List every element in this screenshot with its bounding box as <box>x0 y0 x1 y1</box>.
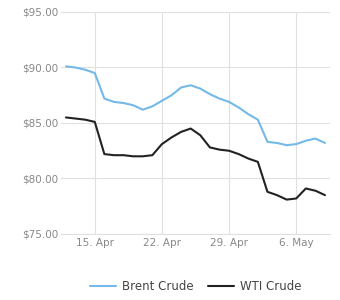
WTI Crude <box>121 153 125 157</box>
Brent Crude <box>121 101 125 105</box>
Brent Crude <box>285 143 289 147</box>
WTI Crude <box>112 153 116 157</box>
WTI Crude <box>246 157 250 160</box>
Brent Crude <box>218 97 222 101</box>
WTI Crude <box>218 148 222 152</box>
Brent Crude <box>83 68 87 71</box>
Brent Crude <box>266 140 270 144</box>
WTI Crude <box>102 152 106 156</box>
WTI Crude <box>266 190 270 194</box>
Brent Crude <box>64 64 68 68</box>
Brent Crude <box>169 93 173 97</box>
WTI Crude <box>285 198 289 201</box>
Line: Brent Crude: Brent Crude <box>66 66 325 145</box>
WTI Crude <box>131 154 135 158</box>
WTI Crude <box>64 116 68 119</box>
Brent Crude <box>275 141 279 145</box>
WTI Crude <box>237 152 241 156</box>
WTI Crude <box>208 146 212 149</box>
WTI Crude <box>93 120 97 124</box>
Brent Crude <box>198 87 202 90</box>
WTI Crude <box>323 193 327 197</box>
Brent Crude <box>179 86 183 89</box>
WTI Crude <box>160 142 164 146</box>
Brent Crude <box>304 139 308 142</box>
WTI Crude <box>198 134 202 137</box>
WTI Crude <box>141 154 145 158</box>
Brent Crude <box>313 137 318 140</box>
Brent Crude <box>160 99 164 103</box>
WTI Crude <box>169 136 173 139</box>
Brent Crude <box>208 92 212 96</box>
Brent Crude <box>150 104 154 108</box>
WTI Crude <box>304 187 308 190</box>
WTI Crude <box>256 160 260 164</box>
WTI Crude <box>83 118 87 122</box>
Brent Crude <box>189 83 193 87</box>
Brent Crude <box>323 141 327 145</box>
Brent Crude <box>73 66 78 69</box>
Brent Crude <box>246 112 250 116</box>
WTI Crude <box>275 193 279 197</box>
Brent Crude <box>294 142 298 146</box>
WTI Crude <box>150 153 154 157</box>
WTI Crude <box>73 117 78 120</box>
Brent Crude <box>256 118 260 122</box>
WTI Crude <box>179 130 183 134</box>
WTI Crude <box>294 197 298 200</box>
Brent Crude <box>131 103 135 107</box>
Legend: Brent Crude, WTI Crude: Brent Crude, WTI Crude <box>85 275 306 298</box>
WTI Crude <box>189 127 193 130</box>
Brent Crude <box>112 100 116 104</box>
WTI Crude <box>227 149 231 152</box>
Brent Crude <box>141 108 145 112</box>
Line: WTI Crude: WTI Crude <box>66 117 325 200</box>
Brent Crude <box>102 97 106 101</box>
Brent Crude <box>227 100 231 104</box>
Brent Crude <box>237 106 241 109</box>
WTI Crude <box>313 189 318 193</box>
Brent Crude <box>93 71 97 75</box>
